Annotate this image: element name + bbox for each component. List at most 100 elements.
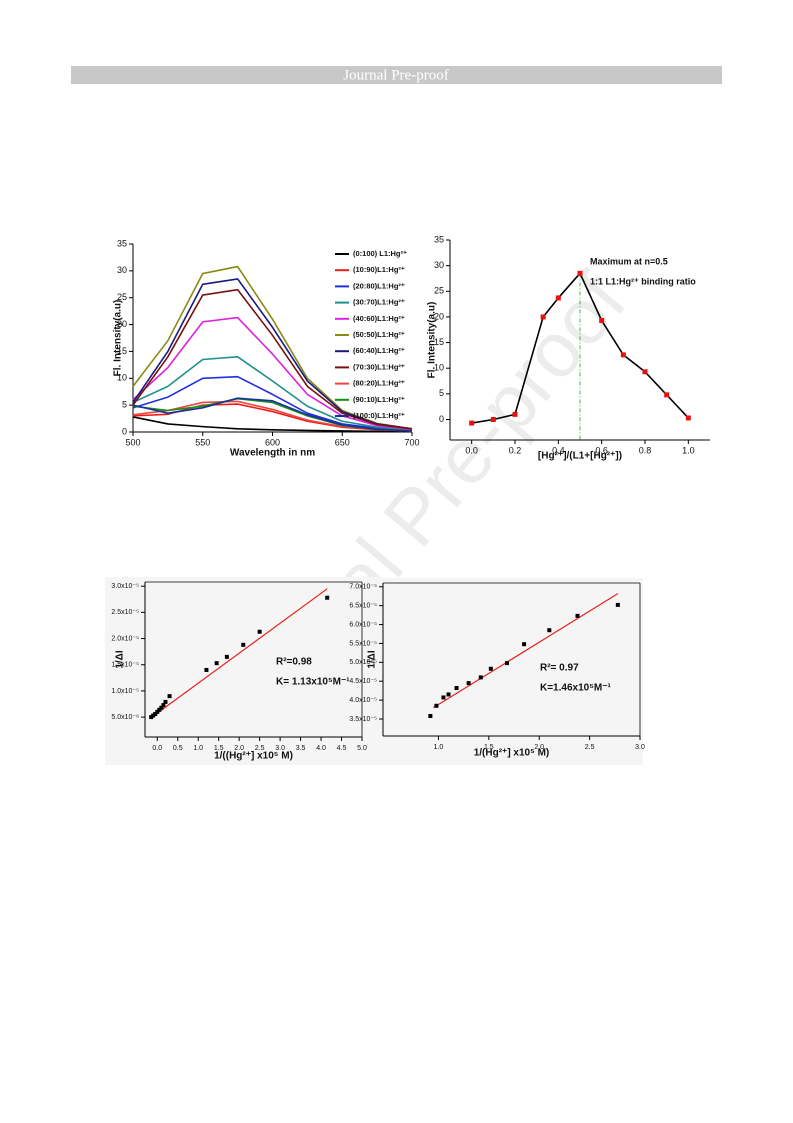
y-tick-label: 30 [117,265,127,275]
legend-label: (80:20)L1:Hg²⁺ [353,379,405,388]
x-tick-label: 0.6 [595,445,608,455]
data-point [157,707,162,712]
data-point [434,703,439,708]
fit-line [433,593,619,709]
data-point [161,703,166,708]
x-axis-label: 1/((Hg²⁺] x10⁵ M) [214,751,293,762]
x-tick-label: 0.0 [465,445,478,455]
x-axis-label: 1/(Hg²⁺] x10⁵ M) [474,748,550,759]
data-point [615,602,620,607]
data-point [512,411,518,417]
x-axis-label: [Hg²⁺]/(L1+[Hg²⁺]) [538,451,622,462]
data-point [155,709,160,714]
series-line [132,355,413,431]
annotation: K= 1.13x10⁵M⁻¹ [276,677,350,688]
x-tick-label: 0.5 [173,745,183,752]
data-point [167,694,172,699]
x-tick-label: 2.0 [234,745,244,752]
header-title: Journal Pre-proof [343,67,448,83]
legend-label: (70:30)L1:Hg²⁺ [353,362,405,371]
data-point [575,613,580,618]
x-tick-label: 0.8 [639,445,652,455]
x-tick-label: 700 [404,437,419,447]
header-bar [71,66,722,84]
series-line [132,416,412,433]
x-tick-label: 1.0 [682,445,695,455]
y-tick-label: 5.5x10⁻⁵ [349,640,377,647]
x-tick-label: 0.4 [552,445,565,455]
y-tick-label: 3.5x10⁻⁵ [349,716,377,723]
y-axis-label: 1/ΔI [367,650,378,669]
x-tick-label: 2.5 [255,745,265,752]
data-point [469,420,475,426]
y-tick-label: 35 [117,238,127,248]
series-line [132,278,413,430]
y-axis-label: Fl. Intensity(a.u) [427,302,438,379]
data-point [241,642,246,647]
x-tick-label: 1.5 [484,744,494,751]
y-tick-label: 0 [122,426,127,436]
legend-label: (90:10)L1:Hg²⁺ [353,395,405,404]
y-tick-label: 10 [434,363,444,373]
x-tick-label: 2.0 [534,744,544,751]
x-tick-label: 1.0 [193,745,203,752]
series-line [132,288,413,430]
data-point [620,352,626,358]
y-tick-label: 30 [434,260,444,270]
data-point [163,699,168,704]
data-point [441,695,446,700]
data-point [685,415,691,421]
series-line [132,316,413,431]
legend-label: (10:90)L1:Hg²⁺ [353,265,405,274]
legend-label: (40:60)L1:Hg²⁺ [353,314,405,323]
data-point [478,675,483,680]
x-tick-label: 0.2 [509,445,522,455]
y-tick-label: 4.5x10⁻⁵ [349,678,377,685]
x-tick-label: 1.5 [214,745,224,752]
x-tick-label: 3.0 [275,745,285,752]
y-tick-label: 5 [439,388,444,398]
x-tick-label: 650 [335,437,350,447]
y-tick-label: 10 [117,373,127,383]
data-point [504,661,509,666]
y-axis-label: Fl. Intensity(a.u) [113,300,124,377]
x-tick-label: 550 [195,437,210,447]
y-tick-label: 0 [439,414,444,424]
y-tick-label: 5.0x10⁻⁵ [349,659,377,666]
data-point [224,654,229,659]
x-tick-label: 4.0 [316,745,326,752]
data-point [454,686,459,691]
data-point [490,416,496,422]
annotation: K=1.46x10⁵M⁻¹ [540,683,612,694]
x-tick-label: 3.5 [296,745,306,752]
legend-label: (50:50)L1:Hg²⁺ [353,330,405,339]
x-tick-label: 1.0 [434,744,444,751]
figure-background [105,577,381,765]
data-point [664,392,670,398]
data-point [599,318,605,324]
legend-label: (100:0)L1:Hg²⁺ [353,411,405,420]
y-tick-label: 6.5x10⁻⁵ [349,603,377,610]
y-tick-label: 3.0x10⁻⁵ [111,583,139,590]
y-tick-label: 20 [434,311,444,321]
data-point [428,713,433,718]
data-point [204,667,209,672]
legend-label: (0:100) L1:Hg²⁺ [353,249,407,258]
legend-label: (20:80)L1:Hg²⁺ [353,281,405,290]
y-tick-label: 2.0x10⁻⁵ [111,635,139,642]
y-tick-label: 4.0x10⁻⁵ [349,697,377,704]
x-tick-label: 2.5 [585,744,595,751]
y-axis-label: 1/ΔI [115,650,126,669]
series-line [132,397,413,432]
data-point [153,711,158,716]
y-tick-label: 20 [117,319,127,329]
y-tick-label: 5.0x10⁻⁶ [111,714,139,721]
legend-label: (60:40)L1:Hg²⁺ [353,346,405,355]
data-point [547,628,552,633]
series-line [132,375,413,432]
annotation: Maximum at n=0.5 [590,256,668,266]
y-tick-label: 1.0x10⁻⁵ [111,688,139,695]
y-tick-label: 7.0x10⁻⁵ [349,584,377,591]
y-tick-label: 2.5x10⁻⁵ [111,609,139,616]
